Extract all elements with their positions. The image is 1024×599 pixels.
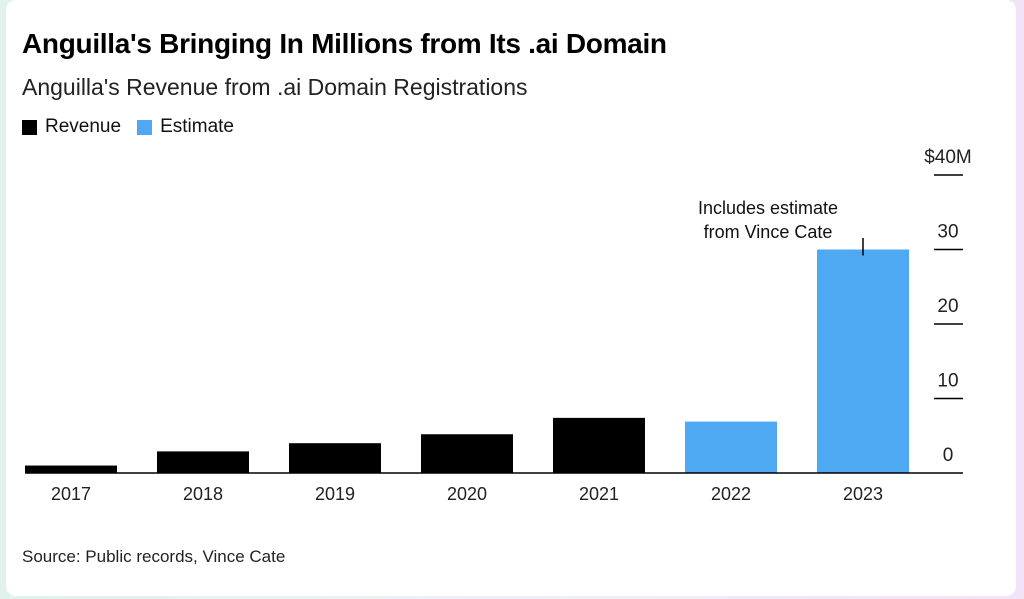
bar-revenue-2019 <box>289 443 381 473</box>
legend-label-estimate: Estimate <box>160 116 234 137</box>
bar-estimate-2023 <box>817 249 909 473</box>
bar-revenue-2020 <box>421 434 513 473</box>
x-tick-label-2017: 2017 <box>51 484 91 504</box>
bar-revenue-2018 <box>157 451 249 473</box>
legend-swatch-revenue <box>22 119 37 135</box>
annotation-text-line-1: Includes estimate <box>698 198 838 218</box>
x-tick-label-2020: 2020 <box>447 484 487 504</box>
legend-item-estimate: Estimate <box>137 116 234 138</box>
annotation-text-line-2: from Vince Cate <box>704 222 833 242</box>
source-note: Source: Public records, Vince Cate <box>22 547 286 566</box>
y-tick-label-0: 0 <box>943 445 954 466</box>
x-tick-label-2018: 2018 <box>183 484 223 504</box>
chart-title: Anguilla's Bringing In Millions from Its… <box>22 28 667 59</box>
bar-estimate-2022 <box>685 421 777 473</box>
legend: Revenue Estimate <box>22 116 250 138</box>
x-tick-label-2019: 2019 <box>315 484 355 504</box>
y-tick-label-10: 10 <box>937 371 958 392</box>
legend-item-revenue: Revenue <box>22 116 121 138</box>
y-tick-label-20: 20 <box>937 296 958 317</box>
bar-revenue-2021 <box>553 417 645 473</box>
chart-subtitle: Anguilla's Revenue from .ai Domain Regis… <box>22 74 528 100</box>
legend-swatch-estimate <box>137 119 153 135</box>
y-tick-label-30: 30 <box>937 222 958 243</box>
x-tick-label-2022: 2022 <box>711 484 751 504</box>
y-tick-label-40: $40M <box>924 147 972 168</box>
bar-revenue-2017 <box>25 465 117 473</box>
x-tick-label-2023: 2023 <box>843 484 883 504</box>
x-tick-label-2021: 2021 <box>579 484 619 504</box>
legend-label-revenue: Revenue <box>45 116 122 137</box>
